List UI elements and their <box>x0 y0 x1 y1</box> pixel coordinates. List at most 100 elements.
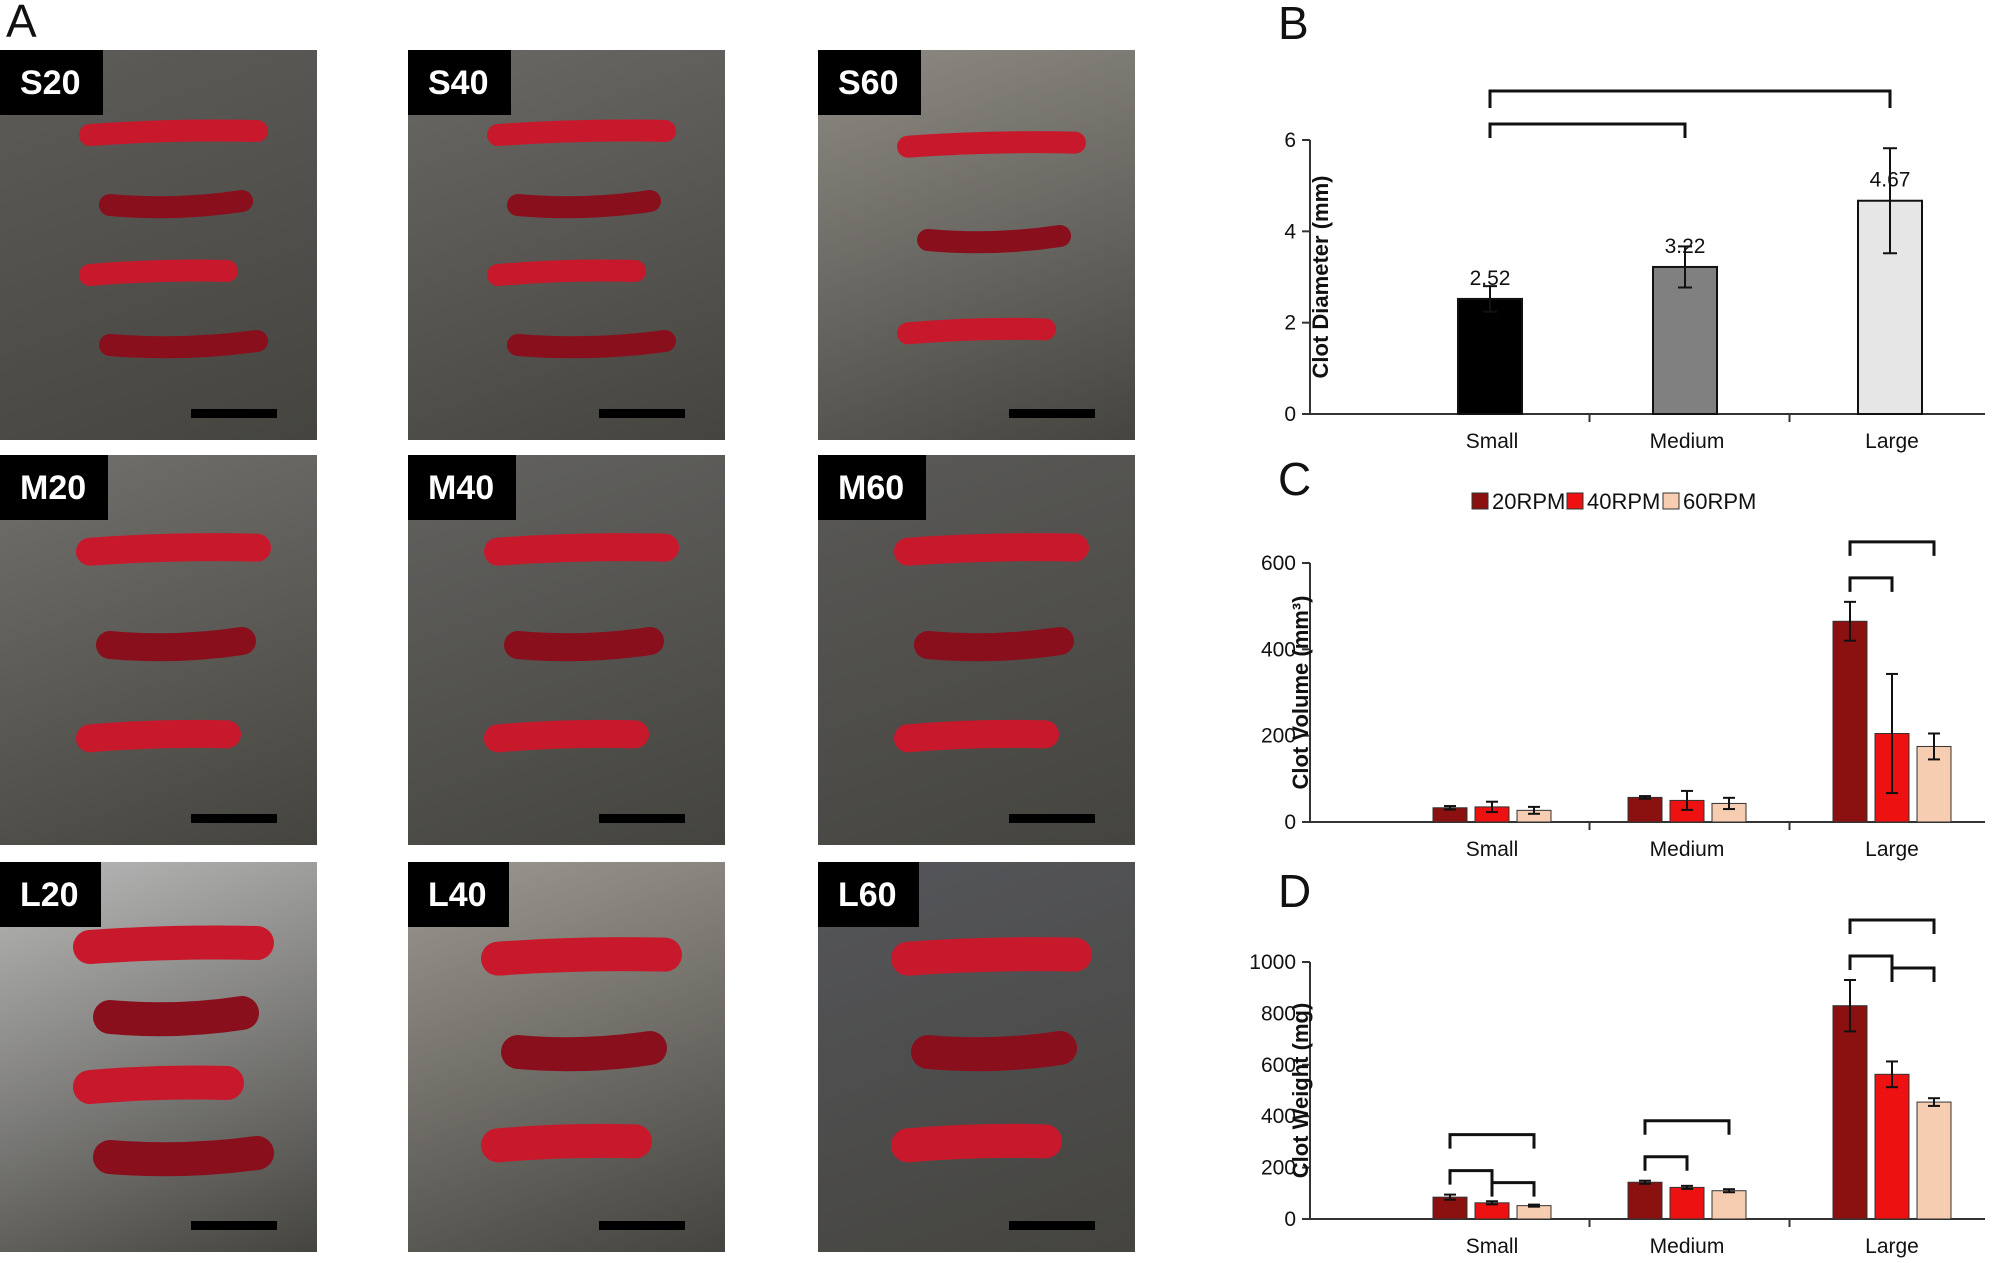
y-tick-label: 0 <box>1284 811 1296 834</box>
clot-sample <box>79 259 238 286</box>
x-tick-label: Small <box>1466 838 1519 861</box>
photo-m20: M20 <box>0 455 317 845</box>
legend-label: 40RPM <box>1587 489 1660 514</box>
legend-swatch-20rpm <box>1471 492 1489 510</box>
y-axis-label: Clot Diameter (mm) <box>1308 176 1333 379</box>
y-tick-label: 0 <box>1284 1208 1296 1231</box>
photo-label: M60 <box>818 455 927 520</box>
scale-bar <box>191 1221 277 1230</box>
x-tick-label: Medium <box>1650 838 1725 861</box>
significance-bracket <box>1890 966 1936 982</box>
x-tick-label: Medium <box>1650 1235 1725 1258</box>
clot-sample <box>914 627 1074 662</box>
bar-20rpm-large <box>1832 1005 1868 1220</box>
panel-letter-c: C <box>1278 453 1312 505</box>
clot-samples <box>73 925 274 1177</box>
y-tick-label: 600 <box>1261 1054 1296 1077</box>
scale-bar <box>599 409 685 418</box>
clot-sample <box>76 719 241 753</box>
y-axis-label: Clot Weight (mg) <box>1288 1003 1313 1179</box>
clot-sample <box>79 119 268 146</box>
legend-swatch-60rpm <box>1662 492 1680 510</box>
significance-bracket <box>1448 1169 1494 1185</box>
photo-label: L20 <box>0 862 101 927</box>
photo-s20: S20 <box>0 50 317 440</box>
clot-sample <box>487 119 676 146</box>
bar-60rpm-medium <box>1711 1190 1747 1220</box>
photo-label: L60 <box>818 862 919 927</box>
photo-label: S40 <box>408 50 511 115</box>
photo-label: M20 <box>0 455 109 520</box>
bar-40rpm-large <box>1874 1073 1910 1220</box>
photo-s40: S40 <box>408 50 725 440</box>
clot-sample <box>93 996 259 1037</box>
photo-m40: M40 <box>408 455 725 845</box>
clot-samples <box>894 533 1089 753</box>
photo-l40: L40 <box>408 862 725 1252</box>
legend-label: 20RPM <box>1492 489 1565 514</box>
bar-40rpm-medium <box>1669 1186 1705 1220</box>
y-tick-label: 200 <box>1261 1157 1296 1180</box>
photo-label: M40 <box>408 455 517 520</box>
y-tick-label: 600 <box>1261 552 1296 575</box>
y-tick-label: 400 <box>1261 638 1296 661</box>
photo-l60: L60 <box>818 862 1135 1252</box>
photo-m60: M60 <box>818 455 1135 845</box>
clot-sample <box>917 225 1071 254</box>
clot-sample <box>894 533 1089 566</box>
photo-label: L40 <box>408 862 509 927</box>
clot-samples <box>897 131 1086 345</box>
scale-bar <box>191 814 277 823</box>
scale-bar <box>191 409 277 418</box>
clot-samples <box>79 119 268 359</box>
clot-sample <box>504 627 664 662</box>
clot-sample <box>481 1123 652 1163</box>
panel-letter-d: D <box>1278 865 1312 917</box>
clot-sample <box>894 719 1059 753</box>
clot-sample <box>484 533 679 566</box>
y-tick-label: 6 <box>1284 129 1296 152</box>
significance-bracket <box>1488 89 1892 108</box>
legend-label: 60RPM <box>1683 489 1756 514</box>
y-tick-label: 1000 <box>1249 951 1296 974</box>
x-tick-label: Large <box>1865 1235 1919 1258</box>
clot-sample <box>911 1031 1077 1072</box>
significance-bracket <box>1643 1155 1689 1171</box>
scale-bar <box>1009 814 1095 823</box>
bar-small <box>1457 297 1523 416</box>
scale-bar <box>1009 409 1095 418</box>
bar-60rpm-large <box>1916 1101 1952 1220</box>
significance-bracket <box>1488 122 1687 138</box>
photo-l20: L20 <box>0 862 317 1252</box>
clot-sample <box>76 533 271 566</box>
scale-bar <box>599 1221 685 1230</box>
y-tick-label: 2 <box>1284 312 1296 335</box>
bar-20rpm-large <box>1832 620 1868 823</box>
clot-sample <box>96 627 256 662</box>
x-tick-label: Small <box>1466 430 1519 453</box>
significance-bracket <box>1848 540 1936 556</box>
clot-samples <box>481 937 682 1163</box>
clot-samples <box>891 937 1092 1163</box>
clot-samples <box>487 119 676 359</box>
x-tick-label: Small <box>1466 1235 1519 1258</box>
scale-bar <box>1009 1221 1095 1230</box>
data-label: 3.22 <box>1665 235 1706 258</box>
clot-sample <box>484 719 649 753</box>
scale-bar <box>599 814 685 823</box>
y-tick-label: 4 <box>1284 220 1296 243</box>
clot-sample <box>481 937 682 976</box>
clot-sample <box>891 1123 1062 1163</box>
panel-letter-a: A <box>6 0 37 47</box>
clot-sample <box>73 1065 244 1104</box>
y-tick-label: 800 <box>1261 1002 1296 1025</box>
panel-letter-b: B <box>1278 0 1309 49</box>
clot-sample <box>99 330 268 359</box>
clot-sample <box>507 190 661 219</box>
clot-sample <box>99 190 253 219</box>
y-axis-label: Clot Volume (mm³) <box>1288 596 1313 790</box>
clot-sample <box>897 317 1056 345</box>
clot-sample <box>507 330 676 359</box>
clot-sample <box>501 1031 667 1072</box>
bar-20rpm-medium <box>1627 796 1663 823</box>
